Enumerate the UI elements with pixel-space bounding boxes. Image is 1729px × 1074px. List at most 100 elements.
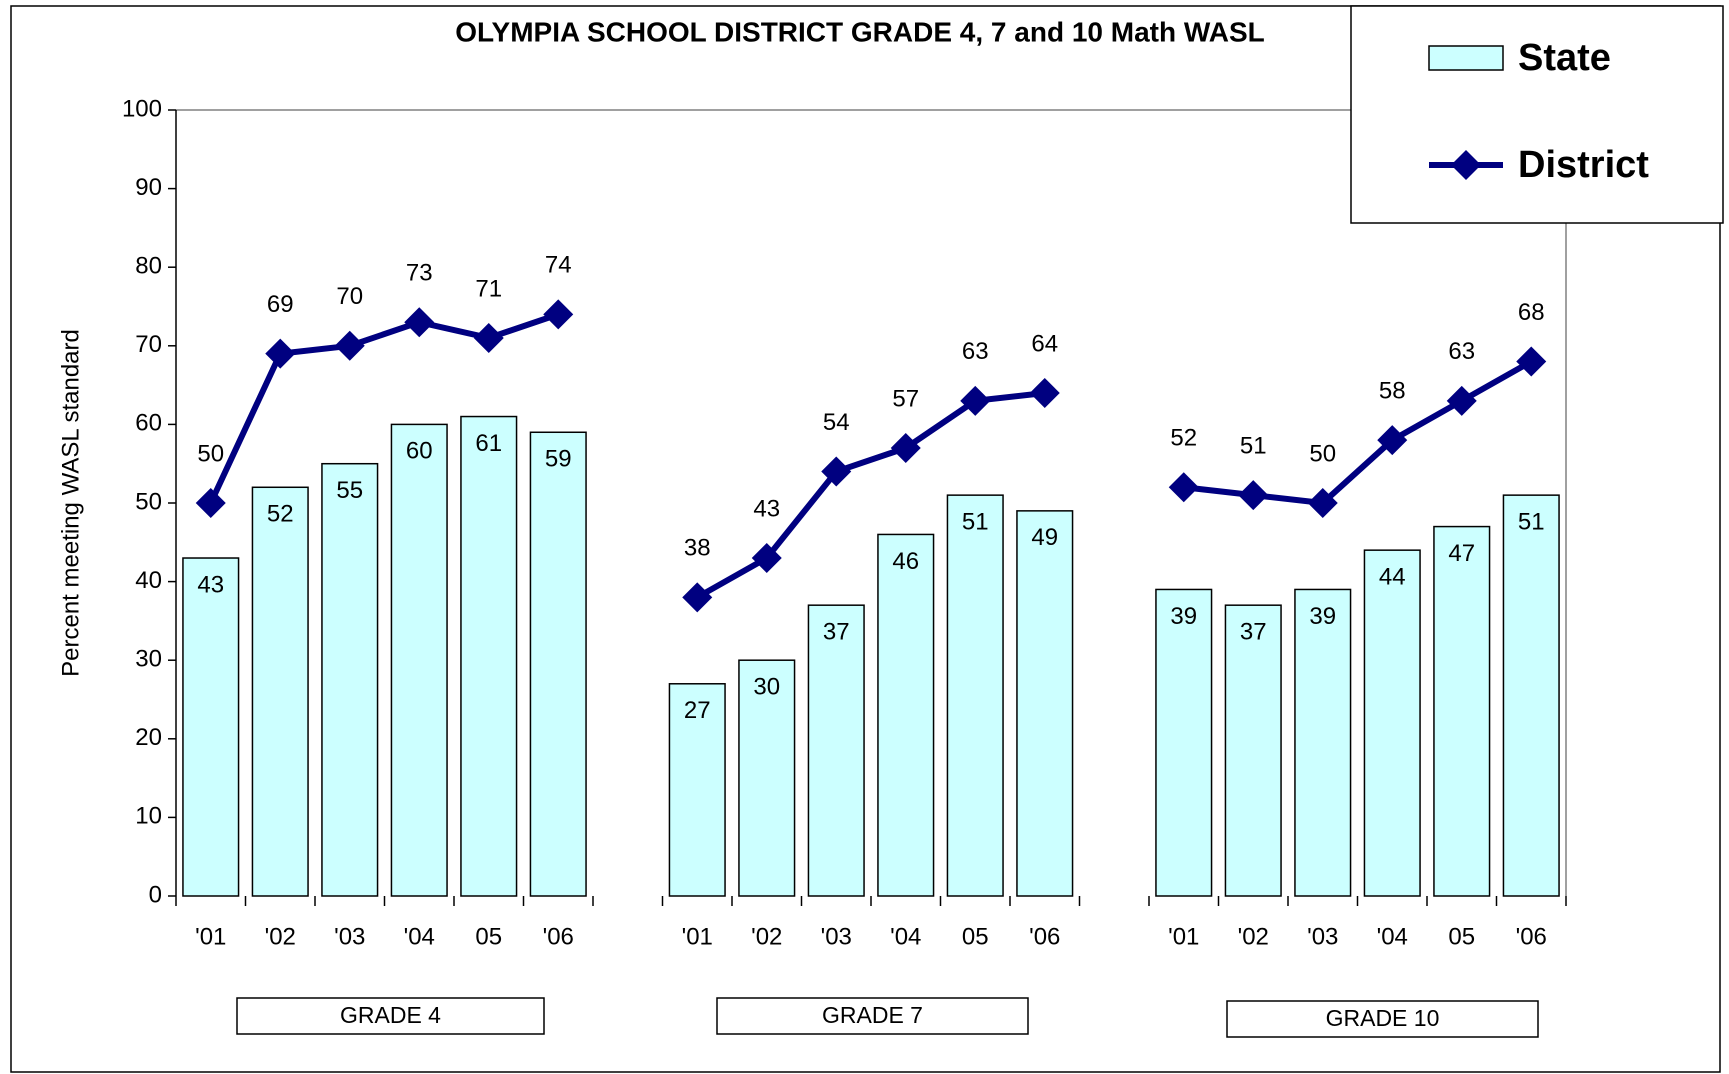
y-tick-label: 30 [135,646,162,673]
district-marker [195,488,226,518]
bar [251,486,309,897]
x-tick-label: '04 [890,923,921,950]
district-marker [473,322,504,353]
group-box [716,997,1029,1035]
y-tick-label: 50 [135,488,162,515]
line-value-label: 63 [962,338,989,365]
group-box [1226,1000,1539,1038]
line-value-label: 71 [475,275,502,302]
group-label: GRADE 4 [340,1002,441,1028]
bar-value-label: 43 [197,571,224,598]
district-marker [890,432,921,463]
x-tick-label: '02 [751,923,782,950]
x-tick-label: 05 [962,923,989,950]
bar-value-label: 52 [267,501,294,528]
bar [946,494,1004,897]
x-tick-label: '06 [1029,923,1060,950]
y-tick-label: 0 [149,881,162,908]
chart-title: OLYMPIA SCHOOL DISTRICT GRADE 4, 7 and 1… [455,16,1265,47]
x-tick-label: '02 [265,923,296,950]
line-value-label: 54 [823,409,850,436]
bar [1155,588,1213,897]
bar [1294,588,1352,897]
district-marker [960,385,991,416]
line-value-label: 50 [1309,440,1336,467]
y-tick-label: 70 [135,331,162,358]
district-marker [1168,472,1199,503]
y-axis-label: Percent meeting WASL standard [57,329,84,677]
y-tick-label: 60 [135,410,162,437]
x-tick-label: 05 [475,923,502,950]
line-value-label: 63 [1448,338,1475,365]
bar-value-label: 51 [962,508,989,535]
y-tick-label: 80 [135,253,162,280]
group-box [236,997,545,1035]
x-tick-label: 05 [1448,923,1475,950]
bar [668,683,726,897]
line-value-label: 73 [406,260,433,287]
bar-value-label: 59 [545,446,572,473]
district-marker [821,456,852,487]
legend-label: State [1518,37,1611,79]
bar-value-label: 39 [1170,603,1197,630]
bar [529,431,587,897]
line-value-label: 51 [1240,432,1267,459]
bar-value-label: 49 [1031,524,1058,551]
bar [807,604,865,897]
line-value-label: 57 [892,385,919,412]
bar-value-label: 37 [823,619,850,646]
district-marker [265,338,296,369]
bar [182,557,240,897]
y-tick-label: 90 [135,174,162,201]
bar [1502,494,1560,897]
y-tick-label: 20 [135,724,162,751]
bar-value-label: 61 [475,430,502,457]
line-value-label: 52 [1170,425,1197,452]
bar-value-label: 51 [1518,508,1545,535]
district-marker [682,582,713,613]
bar [460,415,518,897]
district-marker [751,543,782,574]
bar-value-label: 27 [684,697,711,724]
x-tick-label: '03 [1307,923,1338,950]
legend-label: District [1518,144,1649,186]
x-tick-label: '01 [1168,923,1199,950]
x-tick-label: '06 [1516,923,1547,950]
district-marker [1446,385,1477,416]
district-marker [1238,480,1269,511]
legend-box [1350,5,1724,224]
legend-swatch [1428,45,1504,71]
group-label: GRADE 10 [1326,1005,1440,1031]
bar [738,659,796,897]
district-marker [1307,488,1338,518]
line-value-label: 43 [753,495,780,522]
line-value-label: 50 [197,440,224,467]
bar-value-label: 60 [406,438,433,465]
line-value-label: 64 [1031,330,1058,357]
line-value-label: 74 [545,252,572,279]
line-value-label: 38 [684,535,711,562]
bar [1224,604,1282,897]
y-tick-label: 100 [122,95,162,122]
bar [1016,510,1074,897]
line-value-label: 68 [1518,299,1545,326]
x-tick-label: '03 [821,923,852,950]
bar [1363,549,1421,897]
y-tick-label: 10 [135,803,162,830]
district-marker [1029,377,1060,408]
bar [877,533,935,897]
district-marker [1377,425,1408,456]
district-marker [543,299,574,330]
district-marker [334,330,365,361]
bar [390,423,448,897]
x-tick-label: '01 [195,923,226,950]
x-tick-label: '01 [682,923,713,950]
line-value-label: 70 [336,283,363,310]
y-tick-label: 40 [135,567,162,594]
district-marker [404,307,435,338]
bar-value-label: 30 [753,674,780,701]
bar-value-label: 47 [1448,540,1475,567]
x-tick-label: '04 [1377,923,1408,950]
bar-value-label: 55 [336,477,363,504]
